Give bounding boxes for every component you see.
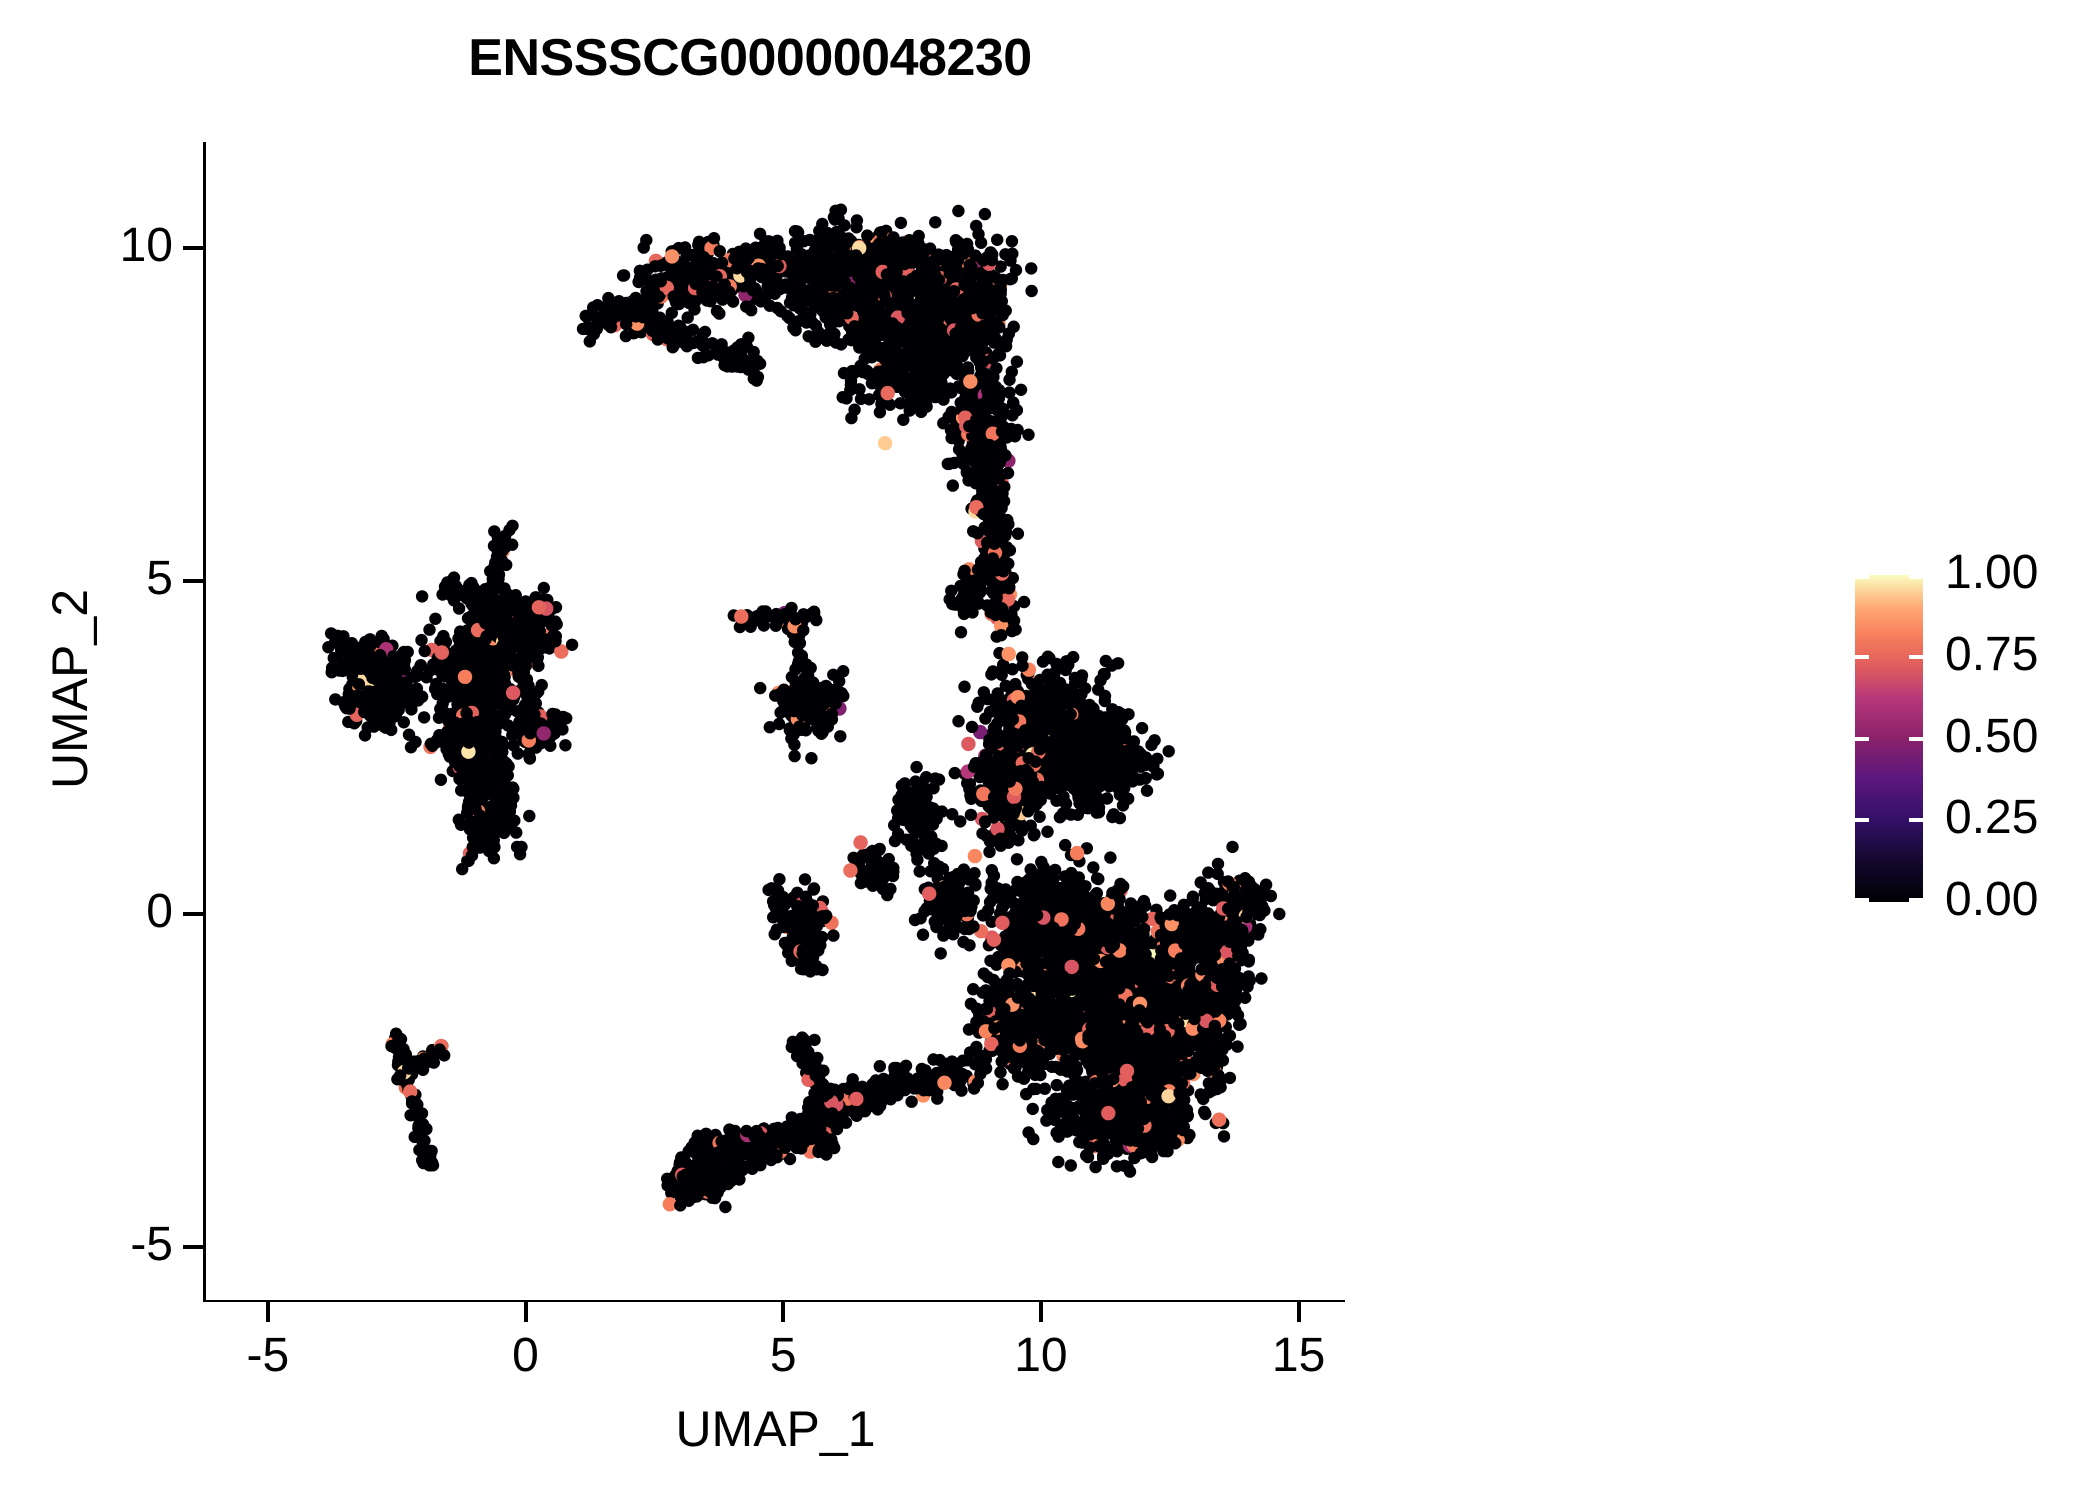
- colorbar-gradient: [1855, 575, 1923, 902]
- y-tick-mark: [183, 246, 203, 251]
- x-tick-label: 0: [512, 1329, 539, 1382]
- x-axis-label: UMAP_1: [675, 1401, 876, 1457]
- y-tick-label: -5: [130, 1217, 173, 1271]
- y-axis-line: [203, 142, 208, 1302]
- x-tick-mark: [1296, 1302, 1301, 1322]
- colorbar-tick-label: 0.50: [1945, 709, 2039, 763]
- x-tick-label: -5: [246, 1329, 290, 1382]
- page-title: ENSSSCG00000048230: [468, 29, 1032, 87]
- x-tick-label: 10: [1014, 1329, 1068, 1382]
- x-tick-mark: [523, 1302, 528, 1322]
- colorbar-tick-label: 0.00: [1945, 873, 2039, 926]
- y-tick-label: 0: [146, 885, 173, 938]
- colorbar-tick-label: 1.00: [1945, 546, 2039, 599]
- y-tick-mark: [183, 1244, 203, 1249]
- x-tick-label: 5: [769, 1329, 797, 1382]
- colorbar-tick-label: 0.75: [1945, 627, 2039, 681]
- colorbar-legend: 1.00 0.75 0.50 0.25 0.00: [1855, 546, 2085, 926]
- x-tick-label: 15: [1271, 1329, 1326, 1382]
- x-tick-mark: [781, 1302, 786, 1322]
- x-tick-mark: [1038, 1302, 1043, 1322]
- plot-panel: [206, 142, 1345, 1300]
- y-axis-label: UMAP_2: [42, 588, 98, 790]
- y-tick-label: 10: [119, 219, 173, 273]
- y-tick-label: 5: [146, 552, 173, 606]
- y-tick-mark: [183, 579, 203, 584]
- colorbar-tick-label: 0.25: [1945, 791, 2039, 845]
- y-tick-mark: [183, 912, 203, 916]
- x-tick-mark: [265, 1302, 270, 1322]
- scatter-points-layer: [322, 203, 1286, 1214]
